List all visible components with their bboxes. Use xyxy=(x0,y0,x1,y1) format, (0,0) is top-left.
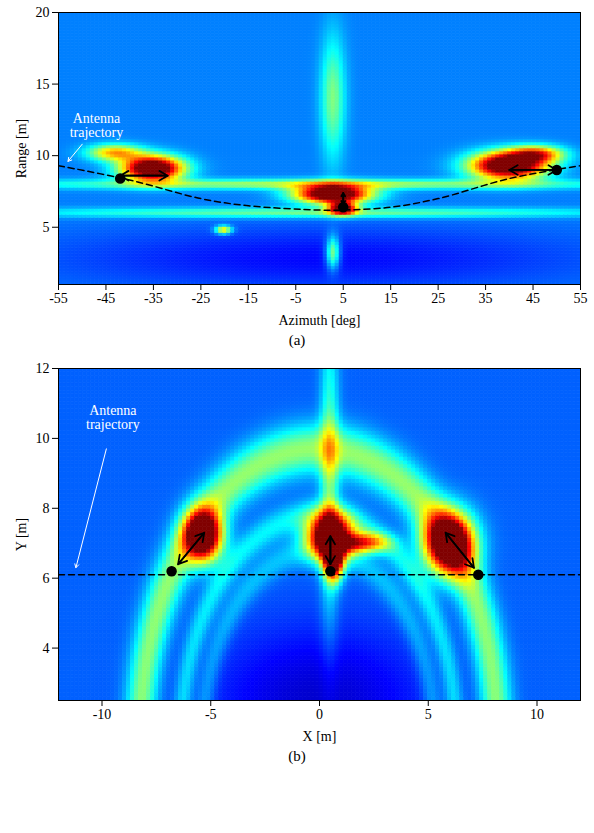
svg-text:-5: -5 xyxy=(290,291,302,306)
svg-text:20: 20 xyxy=(36,5,50,20)
svg-text:10: 10 xyxy=(530,707,544,722)
svg-text:10: 10 xyxy=(36,431,50,446)
svg-text:10: 10 xyxy=(36,148,50,163)
svg-text:Antennatrajectory: Antennatrajectory xyxy=(70,111,124,140)
svg-text:5: 5 xyxy=(43,220,50,235)
svg-text:45: 45 xyxy=(526,291,540,306)
svg-text:-35: -35 xyxy=(144,291,163,306)
svg-text:-45: -45 xyxy=(97,291,116,306)
svg-text:35: 35 xyxy=(479,291,493,306)
svg-text:-55: -55 xyxy=(49,291,68,306)
svg-text:0: 0 xyxy=(316,707,323,722)
svg-text:12: 12 xyxy=(36,361,50,376)
svg-text:5: 5 xyxy=(425,707,432,722)
svg-text:Azimuth [deg]: Azimuth [deg] xyxy=(278,313,360,328)
svg-text:8: 8 xyxy=(43,501,50,516)
svg-text:6: 6 xyxy=(43,571,50,586)
svg-text:15: 15 xyxy=(384,291,398,306)
svg-text:55: 55 xyxy=(574,291,588,306)
svg-text:-25: -25 xyxy=(192,291,211,306)
svg-text:4: 4 xyxy=(43,641,50,656)
svg-text:-5: -5 xyxy=(205,707,217,722)
svg-text:5: 5 xyxy=(340,291,347,306)
svg-text:Y [m]: Y [m] xyxy=(14,518,29,551)
html-text:(b): (b) xyxy=(288,748,306,764)
svg-text:15: 15 xyxy=(36,77,50,92)
svg-text:Range [m]: Range [m] xyxy=(14,119,29,178)
svg-text:25: 25 xyxy=(431,291,445,306)
svg-text:-15: -15 xyxy=(239,291,258,306)
svg-text:Antennatrajectory: Antennatrajectory xyxy=(86,403,140,432)
html-text:(a): (a) xyxy=(288,332,306,348)
svg-text:X [m]: X [m] xyxy=(303,729,337,744)
svg-text:-10: -10 xyxy=(93,707,112,722)
